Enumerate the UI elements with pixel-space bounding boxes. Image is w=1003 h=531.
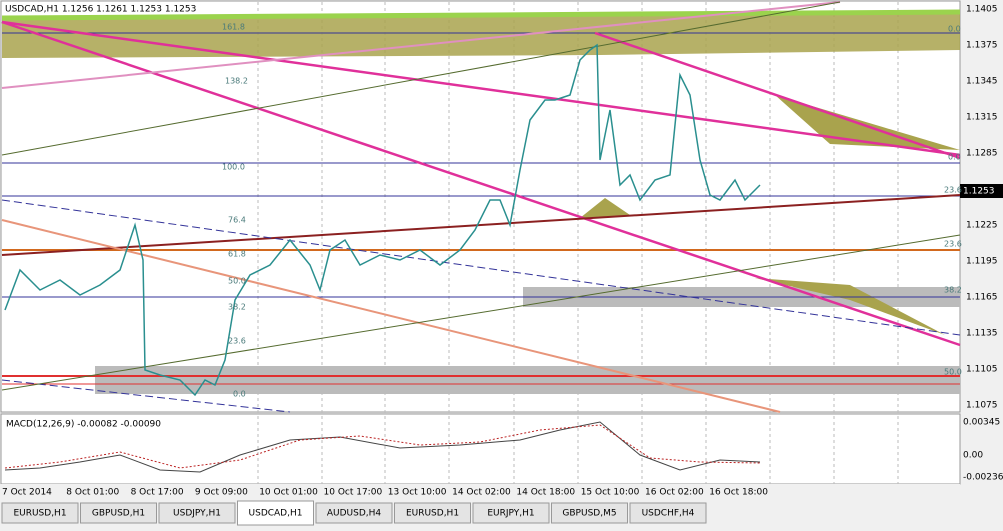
macd-area [0, 413, 961, 485]
fib-label: 76.4 [228, 216, 246, 225]
tab[interactable] [472, 502, 550, 524]
fib-label: 61.8 [228, 250, 246, 259]
price-label: 1.1165 [966, 293, 998, 303]
fib-label: 23.6 [944, 186, 962, 195]
price-label: 1.1105 [966, 365, 998, 375]
zone-edge [1, 9, 961, 21]
fib-label: 23.6 [228, 337, 246, 346]
fib-label: 0.0 [948, 153, 961, 162]
price-label: 1.1315 [966, 113, 998, 123]
tab[interactable] [158, 502, 236, 524]
tab-label[interactable]: USDJPY,H1 [173, 509, 221, 519]
fib-label: 50.0 [944, 368, 962, 377]
macd-label: -0.00236 [963, 473, 1003, 483]
time-label: 10 Oct 17:00 [324, 488, 383, 498]
price-label: 1.1375 [966, 41, 998, 51]
price-label: 1.1225 [966, 221, 998, 231]
grid [257, 2, 899, 484]
price-label: 1.1135 [966, 329, 998, 339]
tab-label[interactable]: AUDUSD,H4 [327, 509, 382, 519]
time-label: 9 Oct 09:00 [195, 488, 248, 498]
time-axis [0, 484, 960, 500]
fib-label: 38.2 [944, 286, 962, 295]
price-label: 1.1345 [966, 77, 998, 87]
tab-label[interactable]: USDCAD,H1 [249, 509, 303, 519]
zone [95, 366, 960, 394]
fib-label: 161.8 [222, 23, 245, 32]
fib-label: 0.0 [948, 25, 961, 34]
time-label: 16 Oct 18:00 [709, 488, 768, 498]
tab[interactable] [315, 502, 393, 524]
time-label: 8 Oct 17:00 [131, 488, 184, 498]
fib-label: 50.0 [228, 277, 246, 286]
window-title: USDCAD,H1 1.1256 1.1261 1.1253 1.1253 [5, 5, 196, 15]
current-price: 1.1253 [963, 187, 995, 197]
tab-label[interactable]: EURUSD,H1 [406, 509, 459, 519]
tab-label[interactable]: GBPUSD,M5 [562, 509, 616, 519]
time-label: 15 Oct 10:00 [581, 488, 640, 498]
fib-label: 138.2 [225, 77, 248, 86]
zone [580, 198, 630, 218]
tab-label[interactable]: GBPUSD,H1 [92, 509, 145, 519]
macd-title: MACD(12,26,9) -0.00082 -0.00090 [6, 420, 161, 430]
time-label: 13 Oct 10:00 [388, 488, 447, 498]
time-label: 10 Oct 01:00 [259, 488, 318, 498]
drawings [1, 1, 961, 473]
price-label: 1.1075 [966, 401, 998, 411]
fib-label: 23.6 [944, 240, 962, 249]
chart-area [0, 0, 961, 413]
time-label: 16 Oct 02:00 [645, 488, 704, 498]
tab-label[interactable]: EURUSD,H1 [13, 509, 66, 519]
time-label: 14 Oct 18:00 [516, 488, 575, 498]
price-label: 1.1285 [966, 149, 998, 159]
price-label: 1.1405 [966, 5, 998, 15]
tab-label[interactable]: USDCHF,H4 [642, 509, 695, 519]
tab[interactable] [629, 502, 707, 524]
tab[interactable] [551, 502, 628, 524]
macd-label: 0.00345 [963, 418, 1000, 428]
time-label: 14 Oct 02:00 [452, 488, 511, 498]
zone [755, 278, 945, 335]
fib-label: 0.0 [233, 390, 246, 399]
tab[interactable] [1, 502, 79, 524]
tab[interactable] [237, 500, 314, 526]
zone [775, 95, 960, 150]
tab[interactable] [394, 502, 471, 524]
time-label: 8 Oct 01:00 [66, 488, 119, 498]
tab-label[interactable]: EURJPY,H1 [487, 509, 534, 519]
macd-label: 0.00 [963, 451, 983, 461]
time-label: 7 Oct 2014 [2, 488, 52, 498]
current-price-box [960, 184, 1003, 198]
fib-label: 100.0 [222, 163, 245, 172]
tab[interactable] [80, 502, 157, 524]
price-label: 1.1195 [966, 257, 998, 267]
fib-label: 38.2 [228, 303, 246, 312]
zone [2, 10, 960, 58]
